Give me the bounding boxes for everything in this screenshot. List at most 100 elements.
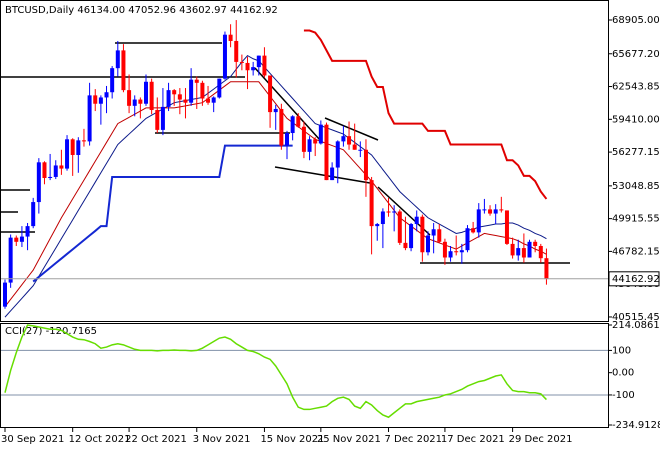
overlay-line	[32, 144, 293, 283]
candle-body	[296, 116, 301, 127]
candle-body	[36, 162, 41, 203]
candle-body	[87, 95, 92, 142]
candle-body	[499, 209, 504, 211]
candle-body	[397, 211, 402, 243]
candle-body	[217, 78, 222, 98]
candle-body	[149, 81, 154, 111]
candle-body	[81, 140, 86, 142]
x-tick-label: 7 Dec 2021	[385, 434, 443, 445]
y-tick-label: 46782.15	[612, 246, 660, 257]
candle-body	[341, 136, 346, 142]
y-tick-label: 68905.00	[612, 15, 660, 26]
candle-body	[386, 211, 391, 213]
candle-body	[110, 68, 115, 93]
candle-body	[76, 140, 81, 155]
candle-body	[200, 82, 205, 99]
candle-body	[358, 149, 363, 151]
y-tick-label: -100	[612, 390, 635, 401]
candle-body	[442, 241, 447, 258]
candle-body	[256, 55, 261, 68]
candle-body	[403, 242, 408, 249]
candle-body	[138, 99, 143, 104]
candle-body	[352, 144, 357, 150]
candle-body	[527, 241, 532, 258]
candle-body	[335, 141, 340, 168]
x-tick-label: 30 Sep 2021	[1, 434, 64, 445]
chart-title: BTCUSD,Daily 46134.00 47052.96 43602.97 …	[5, 5, 278, 16]
cci-panel	[0, 323, 609, 428]
candle-body	[409, 224, 414, 249]
candle-body	[330, 167, 335, 181]
candle-body	[431, 229, 436, 236]
candle-body	[414, 216, 419, 225]
candle-body	[127, 90, 132, 106]
candle-body	[533, 241, 538, 246]
candle-body	[301, 126, 306, 152]
candle-body	[234, 40, 239, 62]
candle-body	[369, 180, 374, 227]
candle-body	[166, 90, 171, 107]
candle-body	[115, 50, 120, 69]
candle-body	[476, 209, 481, 233]
candle-body	[25, 226, 30, 237]
candle-body	[189, 79, 194, 103]
candle-body	[19, 236, 24, 242]
trendline	[274, 166, 371, 184]
candle-body	[488, 209, 493, 214]
candle-body	[279, 108, 284, 146]
candle-body	[465, 228, 470, 251]
candle-body	[262, 55, 267, 76]
candle-body	[155, 110, 160, 130]
candle-body	[273, 108, 278, 113]
candle-body	[65, 139, 70, 169]
y-tick-label: 100	[612, 345, 631, 356]
candle-body	[504, 210, 509, 244]
candle-body	[538, 245, 543, 259]
candle-body	[42, 162, 47, 179]
candle-body	[70, 139, 75, 155]
candle-body	[132, 99, 137, 106]
candle-body	[516, 248, 521, 256]
candle-body	[14, 237, 19, 242]
candle-body	[144, 81, 148, 104]
overlay-line	[4, 54, 547, 318]
candle-body	[183, 99, 188, 103]
candle-body	[324, 124, 329, 181]
candle-body	[245, 62, 250, 71]
candle-body	[48, 176, 53, 179]
overlay-line	[303, 29, 548, 200]
candle-body	[521, 248, 526, 258]
candle-body	[206, 98, 211, 103]
candle-body	[471, 228, 476, 233]
candle-body	[93, 95, 98, 104]
x-tick-label: 15 Nov 2021	[260, 434, 324, 445]
y-tick-label: 49915.55	[612, 214, 660, 225]
candle-body	[493, 209, 498, 214]
x-tick-label: 25 Nov 2021	[317, 434, 381, 445]
y-tick-label: 65677.20	[612, 49, 660, 60]
candle-body	[375, 224, 380, 227]
candle-body	[544, 258, 549, 279]
y-tick-label: 0.00	[612, 368, 634, 379]
price-label-box	[608, 271, 660, 287]
y-tick-label: -234.9128	[612, 420, 660, 431]
indicator-title: CCI(27) -120.7165	[5, 326, 97, 337]
x-tick-label: 17 Dec 2021	[441, 434, 505, 445]
trendline	[324, 117, 379, 141]
candle-body	[380, 211, 385, 225]
y-tick-label: 59410.00	[612, 114, 660, 125]
candle-body	[98, 97, 103, 104]
candle-body	[194, 79, 199, 83]
candle-body	[3, 282, 7, 307]
candle-body	[228, 34, 233, 41]
candle-body	[211, 97, 216, 103]
candle-body	[239, 61, 244, 63]
candle-body	[448, 251, 453, 258]
y-tick-label: 214.0861	[612, 320, 660, 331]
candle-body	[510, 243, 515, 256]
y-tick-label: 53048.85	[612, 181, 660, 192]
candle-body	[268, 75, 273, 113]
trendline	[254, 67, 321, 141]
